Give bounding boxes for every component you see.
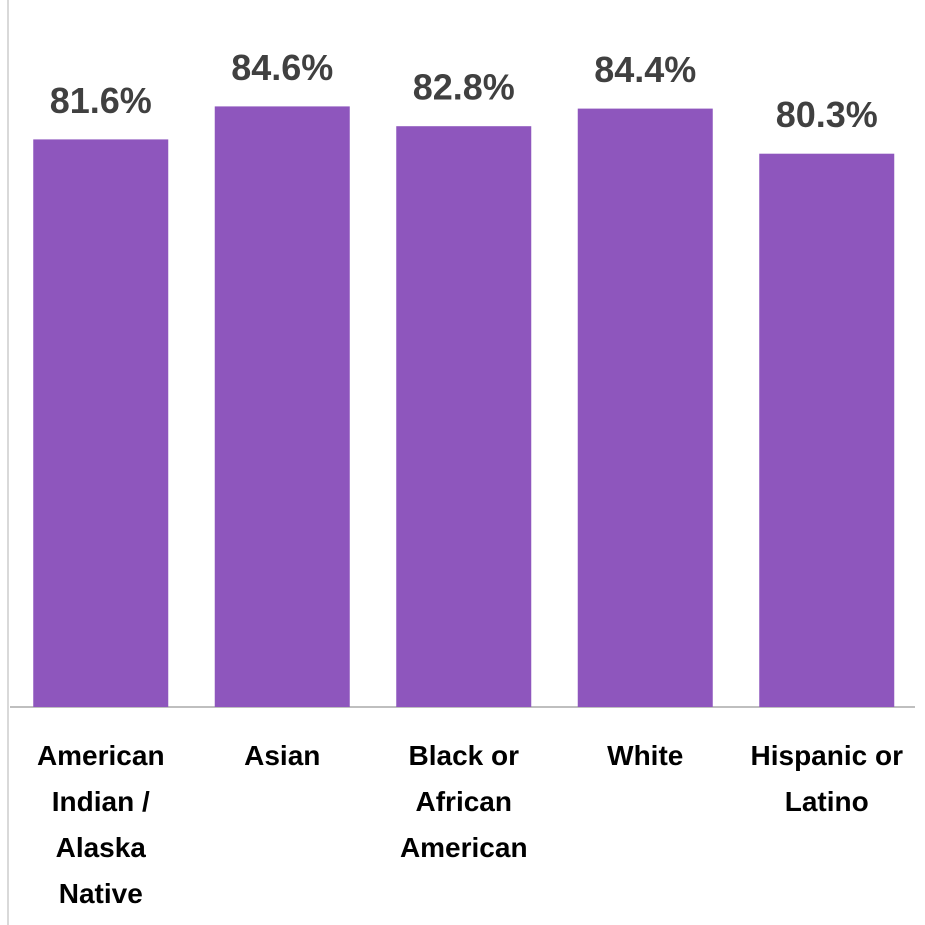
x-tick-label: Hispanic or Latino [750, 740, 903, 817]
x-tick-label: White [607, 740, 684, 771]
bar [396, 126, 532, 707]
bar [577, 108, 713, 708]
value-label: 84.6% [231, 47, 333, 88]
value-label: 84.4% [594, 49, 696, 90]
x-tick-label: Asian [244, 740, 321, 771]
bar [759, 153, 895, 707]
x-tick-label: American Indian / Alaska Native [36, 740, 165, 909]
value-label: 81.6% [50, 80, 152, 121]
x-tick-label: Black or African American [399, 740, 528, 863]
bar [214, 106, 350, 707]
value-label: 80.3% [776, 94, 878, 135]
bar [33, 139, 169, 707]
value-label: 82.8% [413, 67, 515, 108]
